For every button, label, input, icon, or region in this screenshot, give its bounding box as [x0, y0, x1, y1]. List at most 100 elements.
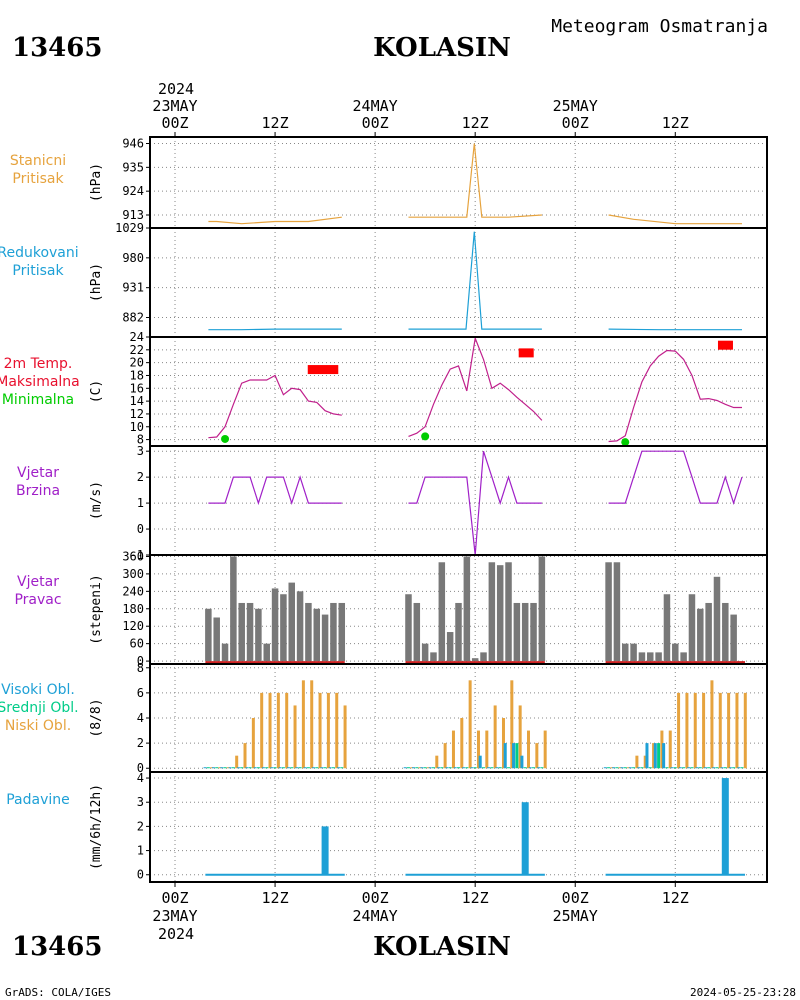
- cloud-bar: [220, 767, 224, 769]
- panel-reduced-pressure: 882 931 980 1029 (hPa) Redukovani Pritisak: [0, 221, 768, 338]
- cloud-bar: [612, 767, 616, 769]
- cloud-bar: [276, 692, 280, 769]
- cloud-bar: [728, 767, 732, 769]
- cloud-bar: [693, 692, 697, 769]
- cloud-bar: [445, 767, 449, 769]
- panel-label: 2m Temp.: [4, 356, 73, 372]
- panel-label: Minimalna: [2, 392, 74, 408]
- wind-dir-bar: [430, 652, 437, 662]
- cloud-bar: [512, 743, 516, 769]
- y-tick-label: 2: [137, 736, 144, 750]
- cloud-bar: [336, 767, 340, 769]
- cloud-bar: [677, 692, 681, 769]
- top-hour-label: 12Z: [662, 114, 689, 132]
- y-tick-label: 913: [122, 208, 144, 222]
- bottom-hour-label: 12Z: [262, 889, 289, 907]
- bottom-hour-label: 00Z: [562, 889, 589, 907]
- series-line: [408, 143, 542, 218]
- cloud-bar: [620, 767, 624, 769]
- cloud-bar: [687, 767, 691, 769]
- wind-dir-bar: [271, 588, 279, 662]
- y-tick-label: 360: [122, 549, 144, 563]
- cloud-bar: [678, 767, 682, 769]
- panel-label: Stanicni: [10, 153, 66, 169]
- cloud-bar: [298, 767, 302, 769]
- wind-dir-bar: [263, 643, 270, 662]
- y-axis-label: (hPa): [89, 263, 104, 302]
- top-hour-label: 00Z: [562, 114, 589, 132]
- y-tick-label: 0: [137, 522, 144, 536]
- y-tick-label: 924: [122, 184, 144, 198]
- wind-dir-bar: [221, 643, 229, 662]
- cloud-bar: [226, 767, 230, 769]
- top-time-axis: 00Z 12Z 00Z 12Z 00Z 12Z 23MAY 24MAY 25MAY: [152, 97, 689, 137]
- y-tick-label: 24: [130, 330, 144, 344]
- y-tick-label: 2: [137, 819, 144, 833]
- wind-dir-bar: [321, 614, 329, 662]
- cloud-bar: [643, 755, 647, 769]
- series-line: [408, 231, 542, 330]
- cloud-bar: [727, 692, 731, 769]
- cloud-bar: [707, 767, 711, 769]
- wind-dir-bar: [255, 608, 262, 662]
- wind-dir-bar: [722, 602, 729, 662]
- cloud-bar: [228, 767, 232, 769]
- cloud-bar: [743, 692, 747, 769]
- cloud-bar: [485, 730, 489, 769]
- wind-dir-bar: [672, 643, 679, 662]
- panel-label: Pritisak: [12, 263, 64, 279]
- cloud-bar: [470, 767, 474, 769]
- bottom-hour-label: 00Z: [161, 889, 188, 907]
- cloud-bar: [331, 767, 335, 769]
- panel-wind-direction: 0 60 120 180 240 300 360 (stepeni) Vjetar Pravac: [14, 549, 768, 668]
- cloud-bar: [493, 705, 497, 769]
- cloud-bar: [737, 767, 741, 769]
- cloud-bar: [286, 767, 290, 769]
- cloud-bar: [301, 680, 305, 769]
- panel-label: Brzina: [16, 483, 60, 499]
- cloud-bar: [440, 767, 444, 769]
- panel-label: Niski Obl.: [5, 718, 71, 734]
- series-line: [208, 374, 342, 439]
- y-tick-label: 946: [122, 137, 144, 151]
- cloud-bar: [698, 767, 702, 769]
- panel-label: Padavine: [6, 792, 70, 808]
- wind-dir-bar: [446, 632, 454, 662]
- cloud-bar: [236, 767, 240, 769]
- wind-dir-bar: [688, 594, 696, 662]
- credit-label: GrADS: COLA/IGES: [5, 986, 111, 999]
- cloud-bar: [482, 767, 486, 769]
- panel-label: Visoki Obl.: [1, 682, 75, 698]
- cloud-bar: [662, 743, 666, 769]
- bottom-hour-label: 12Z: [662, 889, 689, 907]
- series-line: [208, 475, 342, 506]
- series-line: [608, 214, 742, 225]
- cloud-bar: [211, 767, 215, 769]
- y-axis-label: (mm/6h/12h): [89, 784, 104, 870]
- panel-cloud-cover: 0 2 4 6 8 (8/8) Visoki Obl. Srednji Obl. Niski O…: [0, 661, 768, 775]
- cloud-bar: [303, 767, 307, 769]
- wind-dir-bar: [313, 608, 321, 662]
- wind-dir-bar: [622, 643, 629, 662]
- cloud-bar: [412, 767, 416, 769]
- y-tick-label: 1: [137, 844, 144, 858]
- y-tick-label: 14: [130, 394, 144, 408]
- precip-bar: [521, 802, 529, 875]
- panel-frame: [149, 136, 768, 229]
- cloud-bar: [712, 767, 716, 769]
- panel-frame: [149, 336, 768, 447]
- footer-station-name: KOLASIN: [373, 932, 511, 962]
- cloud-bar: [673, 767, 677, 769]
- cloud-bar: [468, 680, 472, 769]
- cloud-bar: [437, 767, 441, 769]
- cloud-bar: [448, 767, 452, 769]
- cloud-bar: [443, 743, 447, 769]
- y-tick-label: 8: [137, 661, 144, 675]
- cloud-bar: [410, 767, 414, 769]
- cloud-bar: [320, 767, 324, 769]
- wind-dir-bar: [513, 602, 521, 662]
- cloud-bar: [520, 755, 524, 769]
- cloud-bar: [540, 767, 544, 769]
- top-day-label: 24MAY: [353, 97, 398, 115]
- y-tick-label: 12: [130, 407, 144, 421]
